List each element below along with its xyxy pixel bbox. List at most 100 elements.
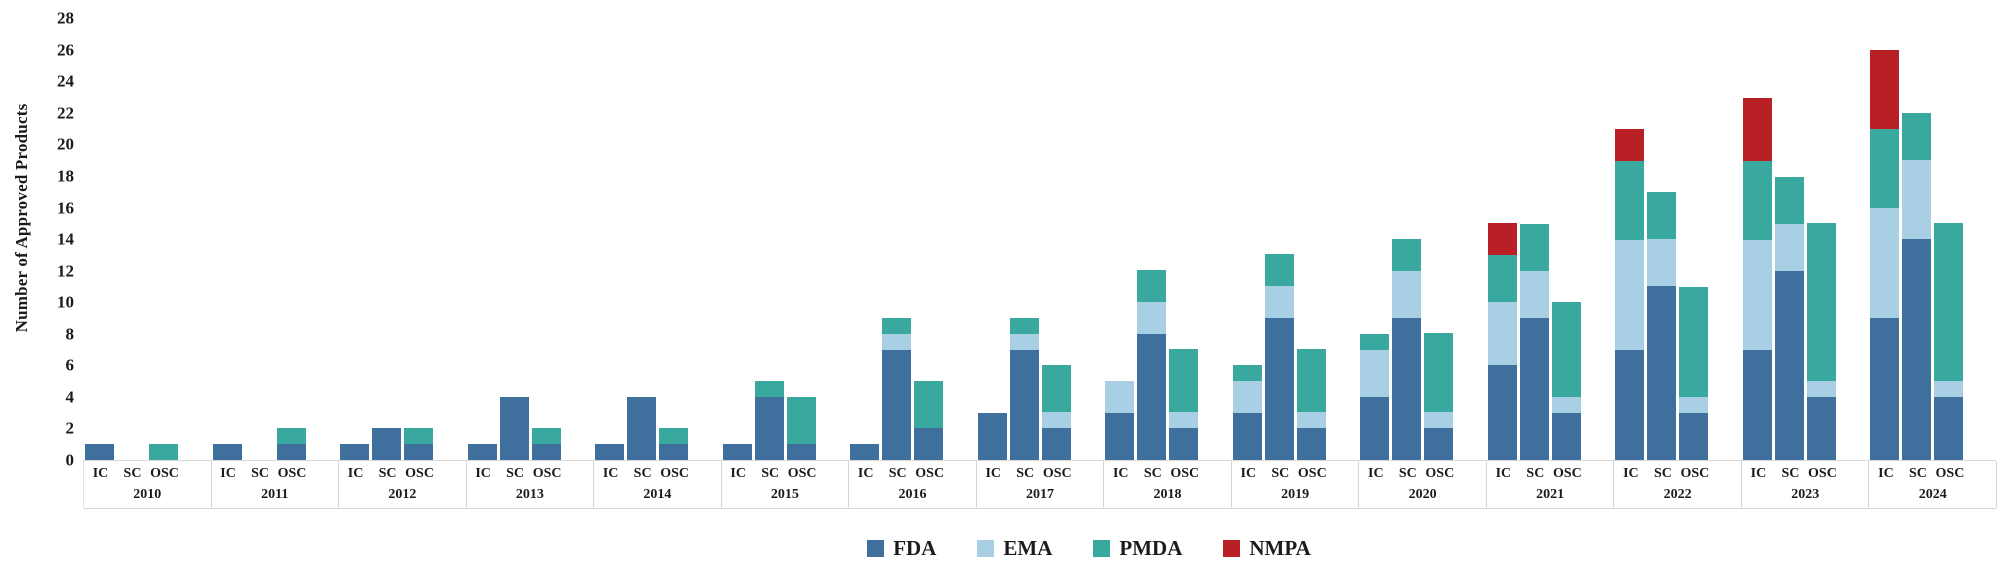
year-label: 2023 bbox=[1791, 487, 1820, 502]
bar-segment-ema bbox=[1679, 397, 1709, 413]
bar-segment-fda bbox=[1519, 318, 1549, 460]
column-label-sc: SC bbox=[633, 466, 652, 481]
bar-segment-ema bbox=[1296, 412, 1326, 428]
bar-segment-fda bbox=[1137, 334, 1167, 460]
bar-group-2019 bbox=[1231, 0, 1359, 460]
bar-segment-pmda bbox=[1424, 333, 1454, 412]
bar-segment-nmpa bbox=[1742, 98, 1772, 161]
year-label: 2022 bbox=[1663, 487, 1692, 502]
y-tick-label: 16 bbox=[57, 198, 74, 218]
bar-segment-fda bbox=[1647, 286, 1677, 460]
column-label-osc: OSC bbox=[1808, 466, 1837, 481]
bar-segment-ema bbox=[1424, 412, 1454, 428]
year-label: 2016 bbox=[898, 487, 927, 502]
column-label-sc: SC bbox=[1271, 466, 1290, 481]
bar-group-2010 bbox=[83, 0, 211, 460]
bar-segment-pmda bbox=[1487, 255, 1517, 302]
bar-segment-pmda bbox=[1041, 365, 1071, 412]
legend-swatch-nmpa bbox=[1223, 539, 1241, 557]
bar-segment-pmda bbox=[1232, 365, 1262, 381]
bar-segment-ema bbox=[1232, 381, 1262, 413]
bar-segment-fda bbox=[212, 444, 242, 460]
bar-segment-fda bbox=[1902, 239, 1932, 460]
bar-segment-fda bbox=[531, 444, 561, 460]
column-label-ic: IC bbox=[220, 466, 236, 481]
bar-segment-pmda bbox=[1296, 349, 1326, 412]
bar-2019-sc bbox=[1264, 254, 1294, 460]
column-label-ic: IC bbox=[1495, 466, 1512, 481]
axis-cell-2018: IC SC OSC 2018 bbox=[1104, 461, 1232, 508]
bar-2012-osc bbox=[404, 428, 434, 460]
bar-segment-ema bbox=[1870, 208, 1900, 318]
axis-cell-2013: IC SC OSC 2013 bbox=[467, 461, 595, 508]
legend-item-pmda: PMDA bbox=[1093, 537, 1182, 559]
column-label-osc: OSC bbox=[1680, 466, 1710, 481]
bar-segment-pmda bbox=[1519, 224, 1549, 271]
bar-group-2017 bbox=[976, 0, 1104, 460]
column-label-osc: OSC bbox=[1425, 466, 1455, 481]
column-label-ic: IC bbox=[1623, 466, 1639, 481]
bar-segment-fda bbox=[1232, 413, 1262, 460]
bar-segment-fda bbox=[85, 444, 114, 460]
y-tick-label: 2 bbox=[65, 418, 75, 438]
legend-item-nmpa: NMPA bbox=[1223, 535, 1311, 560]
bar-group-2021 bbox=[1486, 0, 1614, 460]
bar-segment-fda bbox=[882, 350, 912, 460]
column-label-sc: SC bbox=[761, 466, 780, 481]
bar-segment-pmda bbox=[659, 428, 689, 444]
y-tick-label: 18 bbox=[57, 166, 74, 186]
bar-segment-fda bbox=[1615, 350, 1645, 460]
legend-swatch-fda bbox=[867, 539, 885, 557]
bar-2018-ic bbox=[1105, 381, 1135, 460]
bar-segment-ema bbox=[1137, 302, 1167, 334]
bar-segment-fda bbox=[1870, 318, 1900, 460]
bar-segment-fda bbox=[1169, 428, 1199, 460]
bar-segment-pmda bbox=[1169, 349, 1199, 412]
bar-segment-ema bbox=[1647, 239, 1677, 286]
column-label-ic: IC bbox=[92, 466, 109, 481]
axis-cell-2011: IC SC OSC 2011 bbox=[212, 461, 340, 508]
bar-segment-fda bbox=[1774, 271, 1804, 460]
bar-segment-pmda bbox=[1679, 287, 1709, 397]
bar-group-2011 bbox=[211, 0, 339, 460]
bar-segment-fda bbox=[1360, 397, 1390, 460]
legend-item-fda: FDA bbox=[867, 537, 936, 559]
bar-2024-osc bbox=[1934, 223, 1964, 460]
bar-2016-osc bbox=[914, 381, 944, 460]
bar-2022-osc bbox=[1679, 287, 1709, 460]
y-tick-label: 12 bbox=[57, 261, 74, 281]
bar-segment-pmda bbox=[1647, 192, 1677, 239]
bar-segment-pmda bbox=[1615, 161, 1645, 240]
year-label: 2010 bbox=[133, 487, 162, 502]
bar-segment-ema bbox=[1551, 397, 1581, 413]
bar-segment-fda bbox=[1264, 318, 1294, 460]
bar-segment-fda bbox=[1296, 428, 1326, 460]
bar-2022-ic bbox=[1615, 129, 1645, 460]
bar-2020-osc bbox=[1424, 333, 1454, 460]
axis-cell-2016: IC SC OSC 2016 bbox=[849, 461, 977, 508]
bar-segment-nmpa bbox=[1870, 50, 1900, 129]
bar-segment-fda bbox=[1551, 413, 1581, 460]
legend-swatch-ema bbox=[977, 539, 995, 557]
bar-segment-fda bbox=[404, 444, 434, 460]
y-tick-label: 6 bbox=[65, 355, 75, 375]
bar-segment-fda bbox=[850, 444, 880, 460]
legend-item-ema: EMA bbox=[977, 537, 1052, 559]
bar-segment-fda bbox=[1009, 350, 1039, 460]
bar-segment-pmda bbox=[276, 428, 306, 444]
y-tick-label: 20 bbox=[57, 134, 74, 154]
axis-cell-2022: IC SC OSC 2022 bbox=[1614, 461, 1742, 508]
y-tick-label: 8 bbox=[65, 324, 75, 344]
bar-2017-sc bbox=[1009, 318, 1039, 460]
bar-segment-pmda bbox=[1009, 318, 1039, 334]
bar-2024-sc bbox=[1902, 113, 1932, 460]
axis-cell-2023: IC SC OSC 2023 bbox=[1742, 461, 1870, 508]
column-label-sc: SC bbox=[1909, 466, 1927, 481]
bar-segment-fda bbox=[1041, 428, 1071, 460]
legend-label-nmpa: NMPA bbox=[1249, 535, 1311, 560]
y-tick-label: 4 bbox=[65, 387, 75, 407]
bar-segment-ema bbox=[1392, 271, 1422, 318]
bar-segment-pmda bbox=[1870, 129, 1900, 208]
bar-segment-fda bbox=[1392, 318, 1422, 460]
bar-2014-ic bbox=[595, 444, 625, 460]
